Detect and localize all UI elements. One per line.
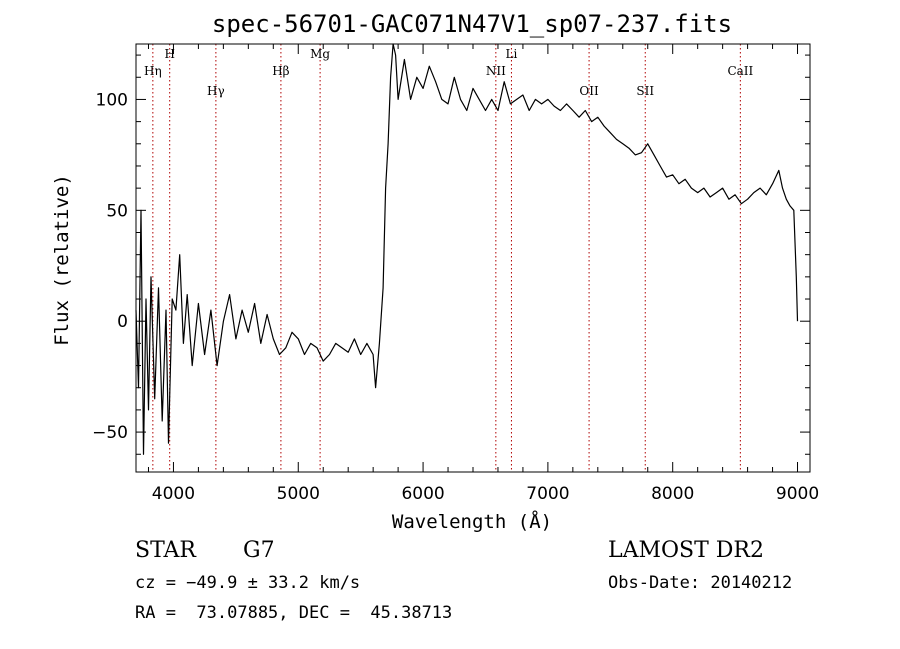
y-tick-label-3: 100 xyxy=(96,90,128,110)
line-marker-label-7: OII xyxy=(579,84,599,98)
y-tick-label-1: 0 xyxy=(117,312,128,332)
x-tick-label-4: 8000 xyxy=(651,484,694,504)
line-marker-label-2: Hγ xyxy=(207,84,225,98)
x-tick-label-3: 7000 xyxy=(526,484,569,504)
x-axis-label: Wavelength (Å) xyxy=(392,510,552,533)
line-marker-label-8: SII xyxy=(636,84,654,98)
y-axis-label: Flux (relative) xyxy=(51,174,73,346)
star-class-label: STAR xyxy=(135,538,196,563)
line-marker-label-1: H xyxy=(164,47,174,61)
x-tick-label-5: 9000 xyxy=(776,484,819,504)
plot-frame xyxy=(135,43,811,473)
cz-label: cz = −49.9 ± 33.2 km/s xyxy=(135,573,361,593)
line-marker-label-6: Li xyxy=(506,47,518,61)
x-tick-label-2: 6000 xyxy=(401,484,444,504)
survey-label: LAMOST DR2 xyxy=(608,538,764,563)
y-tick-label-0: −50 xyxy=(92,423,128,443)
line-marker-label-3: Hβ xyxy=(272,64,289,78)
line-marker-label-0: Hη xyxy=(144,64,162,78)
line-marker-label-9: CaII xyxy=(727,64,753,78)
x-tick-label-1: 5000 xyxy=(277,484,320,504)
line-marker-label-5: NII xyxy=(486,64,506,78)
y-tick-label-2: 50 xyxy=(106,201,128,221)
x-tick-label-0: 4000 xyxy=(152,484,195,504)
line-marker-label-4: Mg xyxy=(310,47,330,61)
coords-label: RA = 73.07885, DEC = 45.38713 xyxy=(135,603,453,623)
spectrum-series-line xyxy=(135,43,799,455)
chart-title: spec-56701-GAC071N47V1_sp07-237.fits xyxy=(212,10,732,38)
obs-date-label: Obs-Date: 20140212 xyxy=(608,573,793,593)
star-subclass-label: G7 xyxy=(243,538,275,563)
